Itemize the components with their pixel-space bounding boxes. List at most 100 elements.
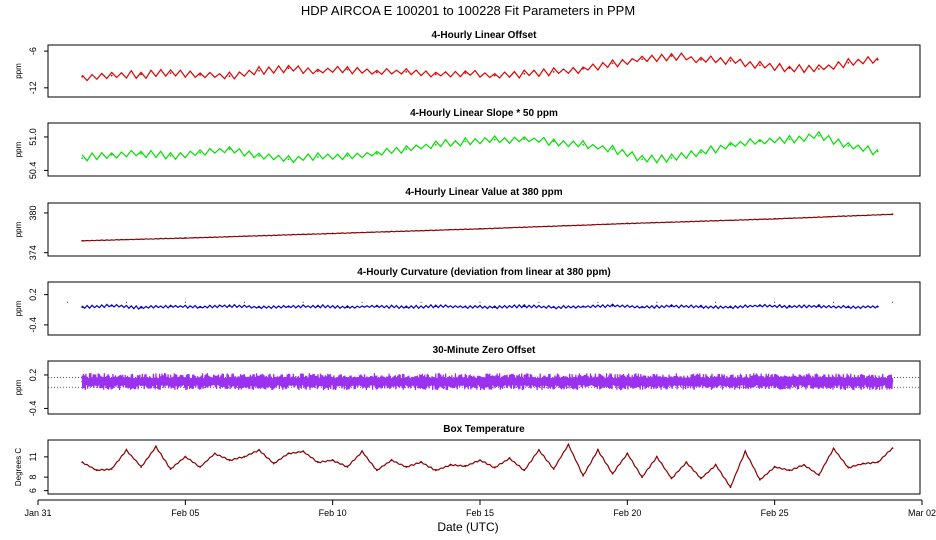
y-tick-label: 6	[28, 488, 38, 493]
data-point	[685, 461, 688, 464]
data-point	[110, 304, 113, 307]
data-point	[405, 466, 408, 468]
data-point	[641, 158, 643, 161]
data-point	[376, 305, 378, 308]
data-point	[169, 72, 172, 74]
data-point	[317, 70, 319, 73]
data-point	[582, 68, 584, 70]
data-point	[582, 474, 584, 477]
data-point	[125, 449, 128, 451]
panel-title: 4-Hourly Linear Value at 380 ppm	[405, 187, 562, 198]
data-point	[493, 74, 496, 77]
data-point	[759, 478, 761, 481]
data-point	[788, 305, 791, 308]
data-point	[331, 232, 334, 235]
data-point	[729, 143, 732, 146]
data-point	[228, 148, 231, 151]
data-point	[464, 140, 467, 143]
data-point	[552, 71, 555, 73]
data-point	[405, 148, 408, 151]
data-point	[818, 305, 820, 308]
y-tick-label: 51.0	[28, 128, 38, 146]
data-point	[479, 459, 481, 462]
panel-2: 4-Hourly Linear Slope * 50 ppm 50.4 51.0 pp…	[14, 108, 921, 179]
y-tick-label: 0.2	[28, 369, 38, 382]
data-point	[331, 459, 334, 462]
data-point	[287, 305, 290, 308]
data-point	[670, 157, 673, 160]
data-point	[169, 305, 172, 308]
panel-title: 4-Hourly Linear Offset	[431, 30, 537, 41]
data-point	[317, 156, 319, 158]
data-point	[287, 452, 290, 455]
panel-3: 4-Hourly Linear Value at 380 ppm 374 380 pp…	[14, 187, 921, 260]
data-point	[847, 306, 850, 309]
data-point	[140, 152, 143, 155]
data-point	[420, 461, 422, 464]
data-point	[258, 69, 260, 72]
panel-frame	[47, 439, 921, 495]
data-point	[729, 486, 732, 489]
data-point	[744, 450, 747, 453]
marker-dot	[420, 301, 422, 303]
data-point	[434, 305, 437, 308]
x-axis-label: Date (UTC)	[437, 520, 498, 534]
data-point	[493, 466, 496, 469]
series-line	[81, 52, 879, 82]
y-tick-label: 374	[28, 245, 38, 260]
data-point	[169, 468, 172, 470]
data-point	[818, 68, 820, 70]
data-point	[464, 305, 467, 308]
data-point	[611, 62, 614, 65]
marker-dot	[892, 301, 893, 303]
data-point	[390, 459, 393, 462]
data-point	[818, 134, 820, 137]
data-point	[346, 68, 349, 71]
data-point	[405, 306, 408, 309]
data-point	[803, 464, 805, 466]
data-point	[405, 71, 408, 73]
data-point	[228, 304, 231, 307]
data-point	[81, 380, 84, 383]
data-point	[788, 138, 791, 141]
data-point	[552, 140, 555, 143]
y-axis-label: ppm	[14, 63, 23, 79]
data-point	[434, 469, 437, 472]
data-point	[729, 60, 732, 62]
data-point	[434, 73, 437, 76]
data-point	[788, 469, 791, 472]
data-point	[493, 306, 496, 309]
data-point	[832, 447, 835, 450]
data-point	[449, 464, 452, 466]
marker-dot	[833, 301, 835, 303]
panel-5: 30-Minute Zero Offset -0.4 0.2 ppm	[14, 345, 921, 417]
data-point	[81, 75, 84, 78]
data-point	[110, 468, 113, 470]
series-line	[81, 130, 879, 164]
data-point	[317, 461, 319, 464]
data-point	[729, 306, 732, 309]
data-point	[641, 306, 643, 309]
x-tick-label: Mar 02	[908, 508, 936, 518]
marker-dot	[361, 301, 363, 303]
x-axis: Jan 31 Feb 05 Feb 10 Feb 15 Feb 20 Feb 25 Mar …	[24, 499, 936, 518]
data-point	[876, 461, 879, 464]
marker-dot	[538, 301, 540, 303]
panel-6: Box Temperature 6 8 11 Degrees C	[14, 424, 921, 495]
y-tick-label: -0.4	[28, 317, 38, 333]
data-point	[847, 466, 850, 469]
data-point	[81, 306, 84, 309]
data-point	[287, 67, 290, 70]
y-tick-label: -0.4	[28, 401, 38, 417]
data-point	[199, 74, 202, 76]
y-axis-label: Degrees C	[14, 448, 23, 486]
data-point	[759, 304, 761, 307]
data-point	[184, 456, 187, 458]
data-point	[287, 158, 290, 161]
marker-dot	[656, 301, 658, 303]
data-point	[670, 477, 673, 480]
y-axis-label: ppm	[14, 141, 23, 157]
marker-dot	[184, 301, 186, 303]
data-point	[199, 306, 202, 309]
